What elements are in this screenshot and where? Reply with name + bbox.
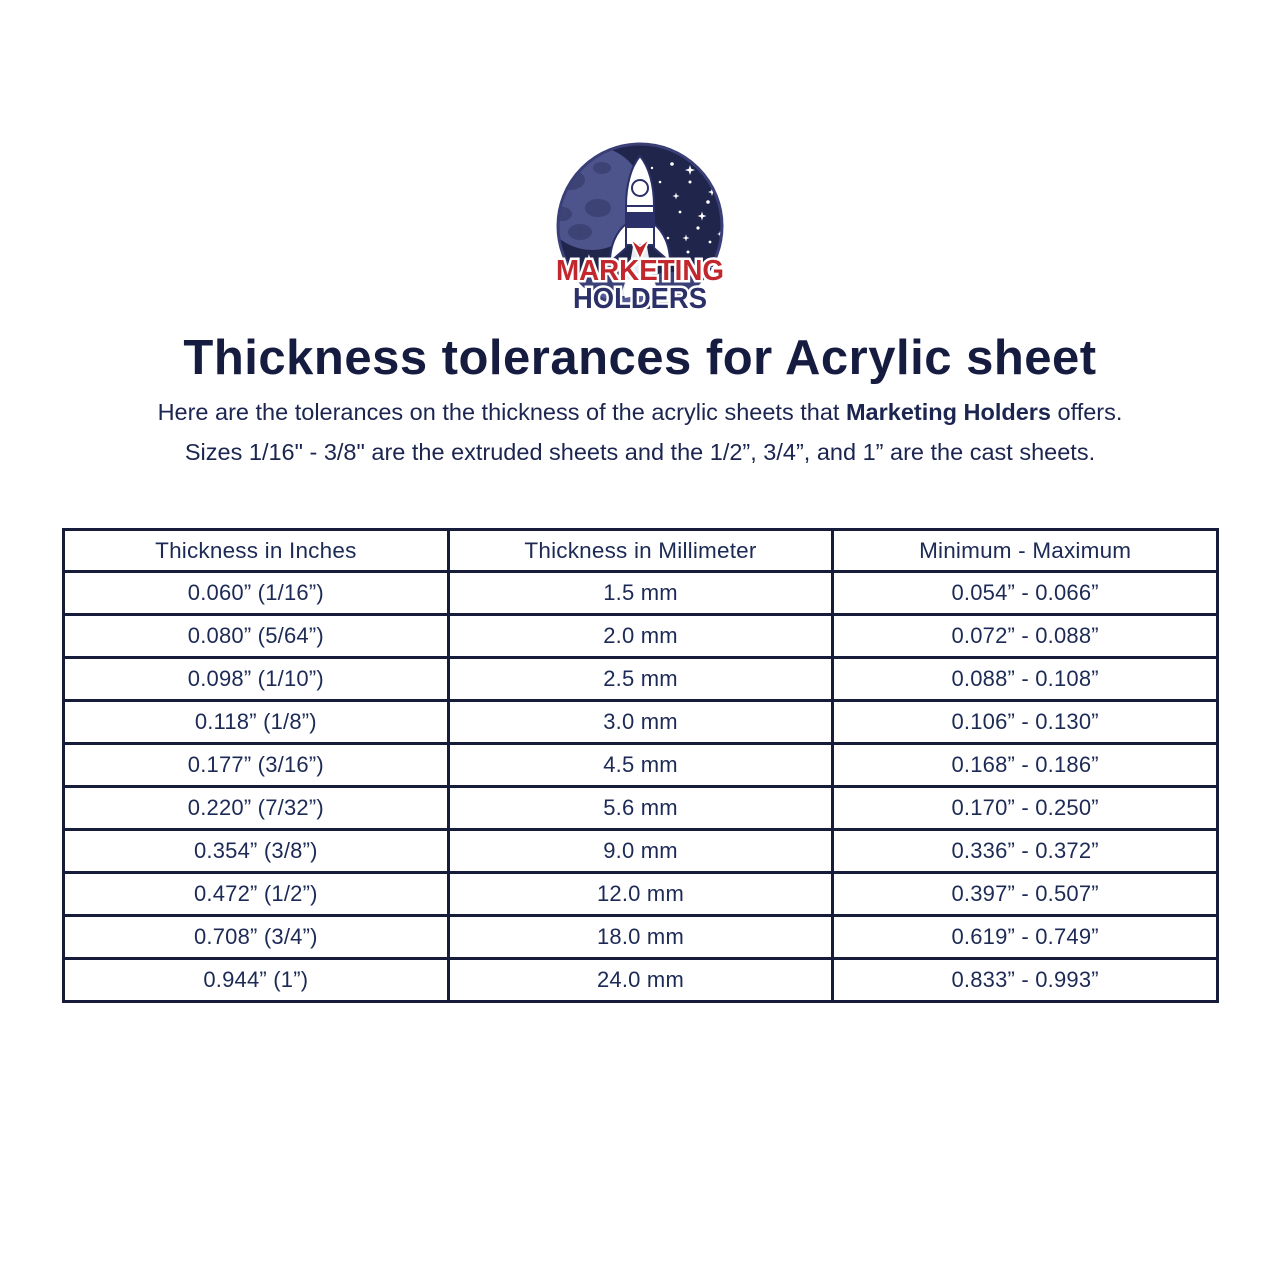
table-cell-inches: 0.118” (1/8”) (62, 699, 450, 745)
table-cell-mm: 12.0 mm (446, 871, 835, 917)
table-cell-minmax: 0.106” - 0.130” (831, 699, 1219, 745)
table-row: 0.118” (1/8”) 3.0 mm 0.106” - 0.130” (62, 699, 1219, 745)
table-cell-inches: 0.177” (3/16”) (62, 742, 450, 788)
table-row: 0.472” (1/2”) 12.0 mm 0.397” - 0.507” (62, 871, 1219, 917)
table-cell-minmax: 0.088” - 0.108” (831, 656, 1219, 702)
table-cell-minmax: 0.170” - 0.250” (831, 785, 1219, 831)
column-header-inches: Thickness in Inches (62, 528, 450, 573)
table-cell-inches: 0.080” (5/64”) (62, 613, 450, 659)
table-cell-mm: 4.5 mm (446, 742, 835, 788)
table-cell-minmax: 0.168” - 0.186” (831, 742, 1219, 788)
table-row: 0.080” (5/64”) 2.0 mm 0.072” - 0.088” (62, 613, 1219, 659)
intro-text: Here are the tolerances on the thickness… (0, 393, 1280, 472)
table-cell-inches: 0.060” (1/16”) (62, 570, 450, 616)
table-cell-minmax: 0.072” - 0.088” (831, 613, 1219, 659)
table-cell-inches: 0.944” (1”) (62, 957, 450, 1003)
table-cell-inches: 0.708” (3/4”) (62, 914, 450, 960)
table-row: 0.354” (3/8”) 9.0 mm 0.336” - 0.372” (62, 828, 1219, 874)
table-cell-minmax: 0.833” - 0.993” (831, 957, 1219, 1003)
column-header-min-max: Minimum - Maximum (831, 528, 1219, 573)
table-row: 0.098” (1/10”) 2.5 mm 0.088” - 0.108” (62, 656, 1219, 702)
intro-line1-post: offers. (1051, 399, 1123, 425)
table-cell-minmax: 0.336” - 0.372” (831, 828, 1219, 874)
logo-brand-holders: HOLDERS (573, 283, 707, 314)
table-cell-mm: 2.0 mm (446, 613, 835, 659)
logo-rocket (608, 154, 672, 265)
intro-line-2: Sizes 1/16" - 3/8" are the extruded shee… (184, 438, 1096, 465)
table-cell-mm: 9.0 mm (446, 828, 835, 874)
logo-ring (556, 142, 724, 310)
table-cell-minmax: 0.619” - 0.749” (831, 914, 1219, 960)
table-cell-mm: 1.5 mm (446, 570, 835, 616)
table-cell-mm: 3.0 mm (446, 699, 835, 745)
table-cell-inches: 0.098” (1/10”) (62, 656, 450, 702)
table-row: 0.177” (3/16”) 4.5 mm 0.168” - 0.186” (62, 742, 1219, 788)
table-cell-inches: 0.354” (3/8”) (62, 828, 450, 874)
tolerance-table: Thickness in Inches Thickness in Millime… (62, 528, 1219, 1003)
table-cell-mm: 2.5 mm (446, 656, 835, 702)
table-row: 0.944” (1”) 24.0 mm 0.833” - 0.993” (62, 957, 1219, 1003)
table-row: 0.708” (3/4”) 18.0 mm 0.619” - 0.749” (62, 914, 1219, 960)
intro-line-1: Here are the tolerances on the thickness… (0, 393, 1280, 433)
table-cell-minmax: 0.054” - 0.066” (831, 570, 1219, 616)
logo-brand-marketing: MARKETING (556, 255, 724, 287)
column-header-millimeter: Thickness in Millimeter (446, 528, 835, 573)
table-header-row: Thickness in Inches Thickness in Millime… (62, 528, 1219, 573)
table-row: 0.060” (1/16”) 1.5 mm 0.054” - 0.066” (62, 570, 1219, 616)
table-cell-mm: 24.0 mm (446, 957, 835, 1003)
page-title: Thickness tolerances for Acrylic sheet (183, 331, 1097, 385)
table-row: 0.220” (7/32”) 5.6 mm 0.170” - 0.250” (62, 785, 1219, 831)
intro-line1-pre: Here are the tolerances on the thickness… (157, 399, 846, 425)
intro-line1-brand: Marketing Holders (845, 399, 1051, 425)
table-cell-minmax: 0.397” - 0.507” (831, 871, 1219, 917)
table-cell-mm: 5.6 mm (446, 785, 835, 831)
logo-stars (650, 162, 722, 254)
table-cell-inches: 0.472” (1/2”) (62, 871, 450, 917)
marketing-holders-logo: MARKETING HOLDERS (540, 142, 740, 318)
table-cell-mm: 18.0 mm (446, 914, 835, 960)
logo-graphic: MARKETING HOLDERS (554, 142, 727, 318)
table-cell-inches: 0.220” (7/32”) (62, 785, 450, 831)
